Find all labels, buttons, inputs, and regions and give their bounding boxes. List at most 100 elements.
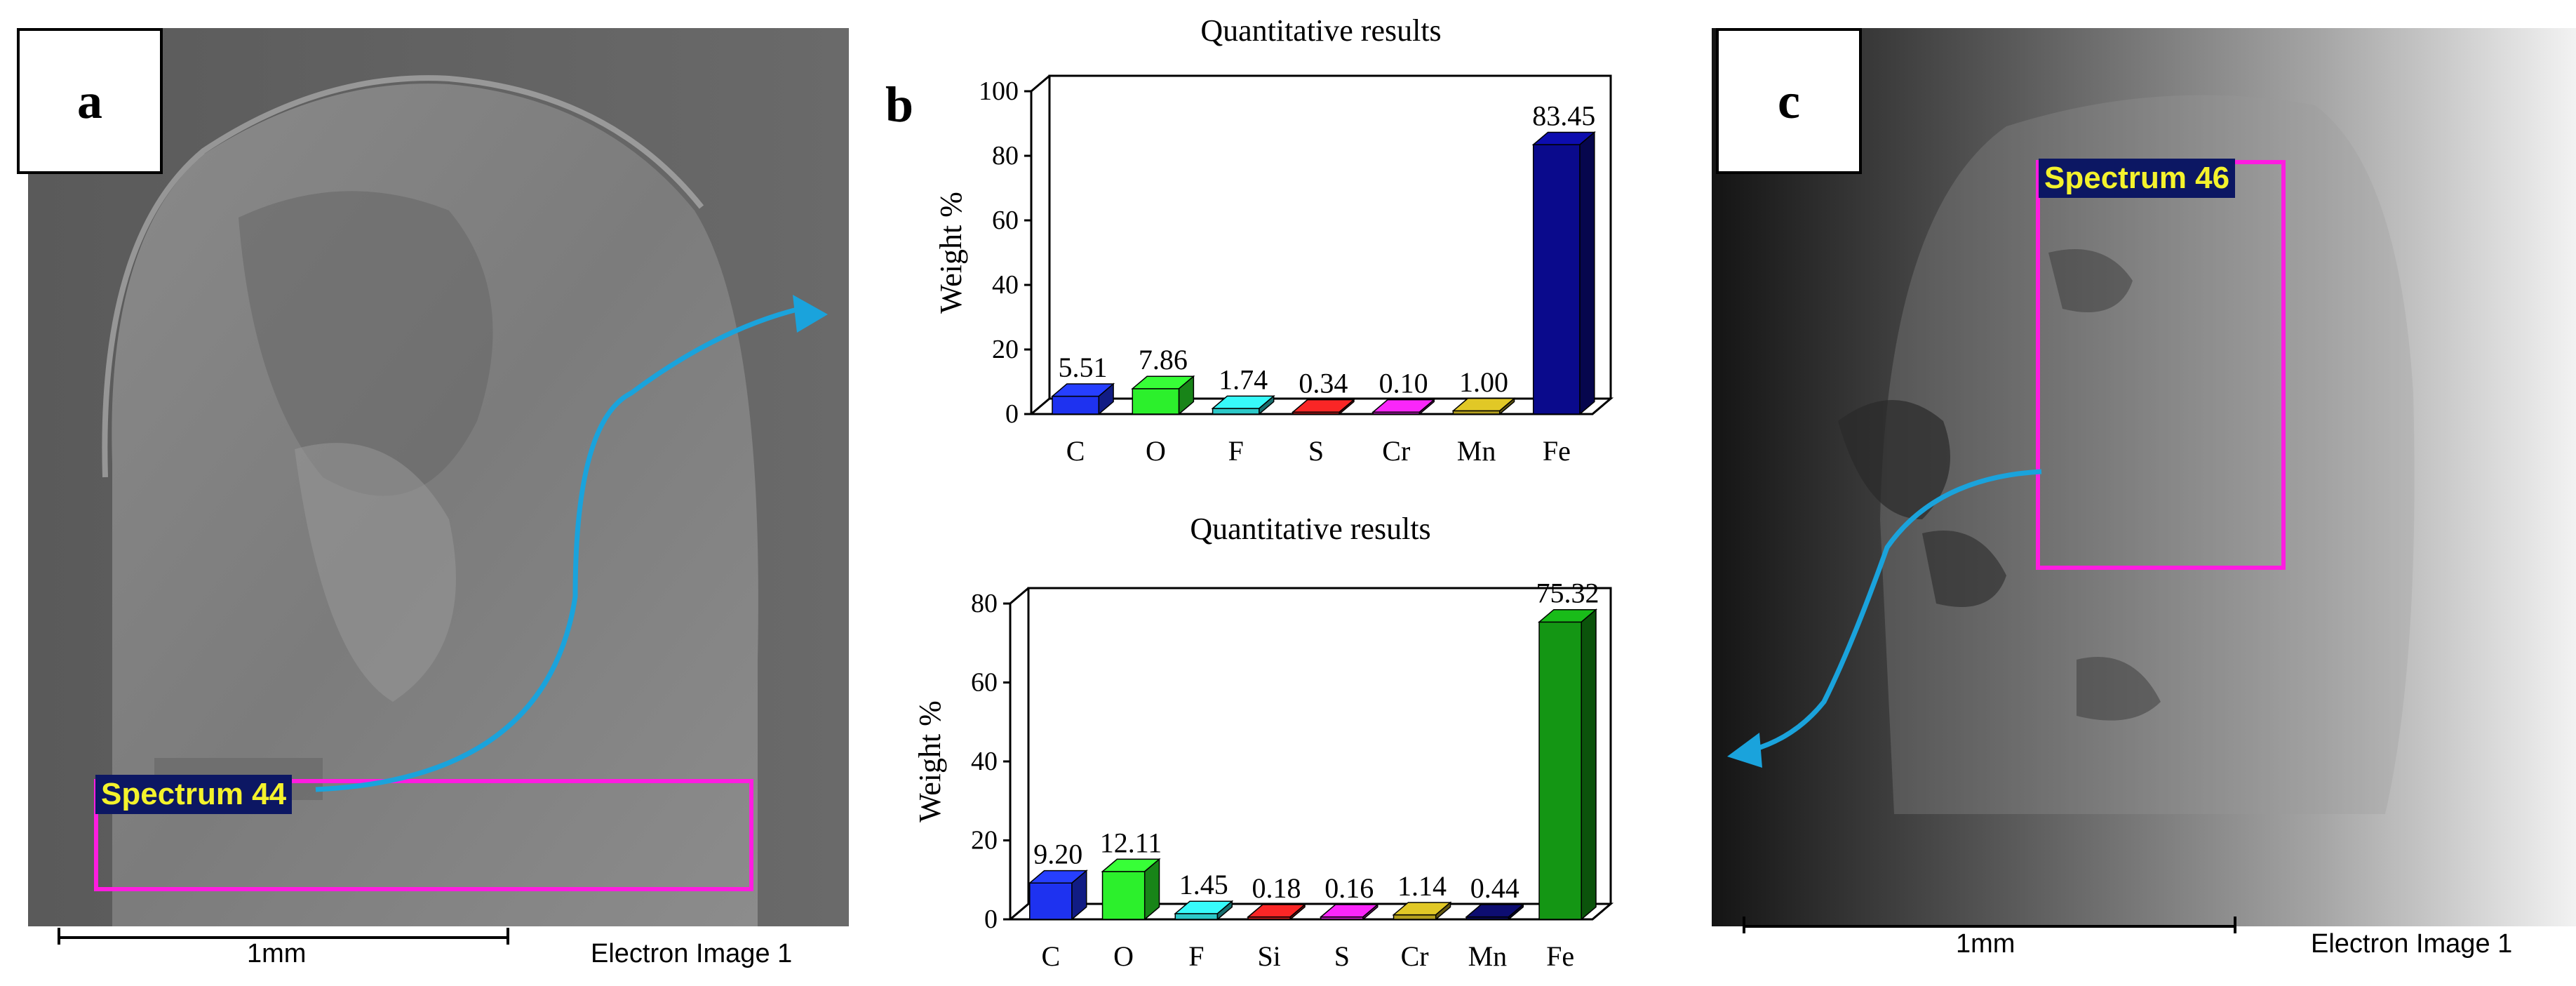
chart-top: Quantitative results 0 20 40 60 80 100 Weight %… [934,13,1614,467]
bar-side [1508,903,1524,921]
data-label: 1.74 [1219,364,1268,395]
x-tick-label: S [1334,940,1350,972]
bar-Mn [1451,397,1516,415]
x-tick-label: O [1146,435,1166,467]
bar-side [1143,858,1160,921]
bar-C [1028,870,1088,921]
data-label: 0.10 [1379,368,1428,399]
y-tick-label: 60 [992,206,1019,235]
data-label: 0.18 [1252,872,1301,904]
x-tick-label: Mn [1468,940,1508,972]
x-tick-label: F [1228,435,1244,467]
bar-S [1319,903,1379,921]
bar-side [1098,382,1114,415]
bar-side [1435,901,1451,921]
y-tick-label: 20 [971,826,998,855]
scale-bar-c-right-tick [2234,917,2236,933]
x-tick-label: Si [1257,940,1280,972]
bar-side [1579,131,1595,415]
panel-a: Spectrum 44 a 1mm Electron Image 1 [0,0,856,986]
y-axis-label: Weight % [934,192,968,314]
sem-image-a: Spectrum 44 [28,28,849,926]
y-tick-label: 20 [992,335,1019,364]
bar-side [1216,900,1233,921]
bar-side [1418,399,1435,415]
y-tick-label: 0 [984,905,998,934]
bar-Si [1246,903,1307,921]
y-tick-label: 80 [992,141,1019,171]
spectrum-44-label: Spectrum 44 [95,775,293,814]
panel-b-letter: b [885,76,914,133]
panel-c-letter-box: c [1716,28,1862,174]
bar-side [1071,870,1087,921]
scale-bar-a-left-tick [58,928,60,945]
y-tick-label: 60 [971,668,998,698]
bar-Fe [1531,131,1596,415]
bar-front [1132,388,1180,415]
bar-Fe [1537,608,1598,921]
data-label: 75.32 [1536,578,1599,609]
bar-O [1131,375,1195,415]
y-tick-label: 100 [979,76,1019,106]
sem-image-c: Spectrum 46 [1712,28,2576,926]
bar-side [1362,903,1378,921]
x-tick-label: Mn [1457,435,1496,467]
data-label: 1.00 [1459,366,1508,398]
chart-back-wall [1027,587,1612,904]
data-label: 9.20 [1033,839,1082,870]
data-label: 7.86 [1139,344,1188,375]
panel-a-letter: a [77,72,102,129]
data-label: 0.16 [1324,872,1374,904]
data-label: 0.34 [1299,368,1348,399]
scale-bar-a-label: 1mm [247,939,307,968]
data-label: 0.44 [1470,872,1520,904]
scale-bar-a-right-tick [507,928,509,945]
x-tick-label: Fe [1543,435,1571,467]
x-tick-label: C [1042,940,1061,972]
arrow-c-to-chart [1752,469,2042,752]
caption-a: Electron Image 1 [591,939,793,968]
chart-bottom: Quantitative results 0 20 40 60 80 Weight % 9.2… [913,512,1614,972]
scale-bar-c [1743,925,2236,928]
bar-Cr [1371,399,1436,415]
y-tick-label: 40 [971,747,998,776]
arrow-a-head [793,295,828,333]
bar-side [1259,394,1275,415]
x-tick-label: F [1188,940,1204,972]
bar-side [1339,399,1355,415]
x-tick-label: C [1066,435,1085,467]
bar-front [1538,621,1582,920]
panel-c: Spectrum 46 c 1mm Electron Image 1 [1712,0,2576,986]
scale-bar-a [58,936,509,939]
bar-side [1178,375,1195,415]
bar-front [1101,871,1146,920]
data-label: 5.51 [1059,352,1108,383]
data-label: 12.11 [1100,827,1162,858]
y-tick-label: 80 [971,589,998,618]
arrow-a-to-chart [315,306,800,792]
bar-side [1581,608,1597,921]
data-label: 1.45 [1179,869,1228,900]
bar-side [1289,903,1306,921]
y-tick-label: 40 [992,270,1019,300]
panel-a-letter-box: a [17,28,163,174]
chart-back-wall [1048,74,1612,399]
y-tick-label: 0 [1005,399,1019,429]
x-tick-label: Cr [1382,435,1410,467]
y-axis-label: Weight % [913,700,947,822]
panel-c-letter: c [1778,72,1800,129]
bar-C [1050,382,1115,415]
bar-side [1498,397,1515,415]
scale-bar-c-left-tick [1743,917,1745,933]
arrow-c-head [1727,733,1762,768]
spectrum-44-region [94,779,753,891]
chart-title: Quantitative results [1200,13,1441,48]
bar-O [1101,858,1161,921]
x-tick-label: Fe [1546,940,1574,972]
bar-F [1174,900,1234,921]
bar-F [1211,394,1275,415]
chart-title: Quantitative results [1190,512,1430,546]
bar-Mn [1465,903,1525,921]
bar-S [1291,399,1355,415]
